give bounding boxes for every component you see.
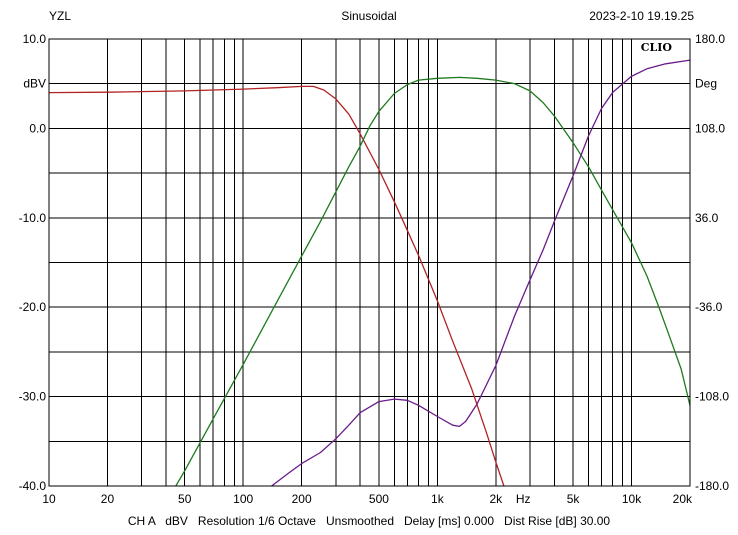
plot-frame: [48, 38, 691, 487]
x-tick-label: 50: [178, 492, 192, 506]
y-right-tick-label: 180.0: [695, 32, 725, 46]
y-right-tick-label: 36.0: [695, 211, 719, 225]
x-tick-label: 2k: [489, 492, 503, 506]
y-right-tick-label: 108.0: [695, 121, 725, 135]
y-left-tick-label: 10.0: [23, 32, 47, 46]
x-tick-label: 10: [42, 492, 56, 506]
curves: [49, 59, 690, 486]
y-right-tick-label: Deg: [695, 77, 717, 91]
x-tick-label: 500: [369, 492, 389, 506]
x-tick-label: 1k: [431, 492, 445, 506]
x-axis-unit: Hz: [516, 492, 531, 506]
x-tick-label: 100: [233, 492, 253, 506]
grid: [49, 39, 690, 486]
y-left-tick-label: -10.0: [19, 211, 47, 225]
x-tick-label: 10k: [622, 492, 642, 506]
header-left: YZL: [49, 9, 72, 23]
series-line-0: [49, 85, 505, 486]
clio-logo: CLIO: [641, 41, 673, 54]
series-line-1: [175, 76, 690, 486]
y-left-tick-label: -20.0: [19, 300, 47, 314]
x-tick-label: 200: [292, 492, 312, 506]
y-right-tick-label: -180.0: [695, 479, 729, 493]
y-left-tick-label: dBV: [23, 77, 46, 91]
footer-settings: CH A dBV Resolution 1/6 Octave Unsmoothe…: [127, 514, 611, 528]
y-left-tick-label: -40.0: [19, 479, 47, 493]
x-tick-label: 20k: [673, 492, 693, 506]
y-right-tick-label: -108.0: [695, 390, 729, 404]
y-left-tick-label: -30.0: [19, 390, 47, 404]
x-tick-label: 5k: [567, 492, 581, 506]
chart-title: Sinusoidal: [341, 9, 397, 23]
y-left-tick-label: 0.0: [29, 121, 46, 135]
tick-labels: 10.0 dBV 0.0 -10.0 -20.0 -30.0 -40.0 180.0 Deg 10…: [19, 32, 730, 506]
y-right-tick-label: -36.0: [695, 300, 723, 314]
x-tick-label: 20: [101, 492, 115, 506]
series-line-2: [271, 59, 690, 486]
timestamp: 2023-2-10 19.19.25: [589, 9, 694, 23]
